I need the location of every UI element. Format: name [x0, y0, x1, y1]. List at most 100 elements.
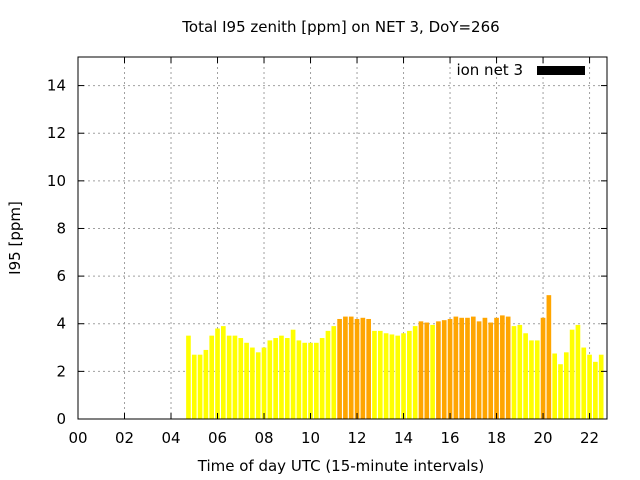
bar [511, 326, 517, 419]
bar [255, 352, 261, 419]
bar [354, 318, 360, 419]
bar [337, 318, 342, 419]
bar [191, 354, 197, 419]
x-axis-label: Time of day UTC (15-minute intervals) [197, 457, 484, 475]
bar [575, 324, 581, 419]
chart-title: Total I95 zenith [ppm] on NET 3, DoY=266 [181, 18, 499, 36]
bar [186, 335, 191, 419]
bar [401, 333, 406, 419]
bar [534, 340, 540, 419]
y-tick-label: 12 [47, 124, 66, 142]
bar [273, 338, 278, 419]
y-tick-label: 2 [56, 362, 66, 380]
bar [197, 354, 203, 419]
bar [331, 326, 337, 419]
bar [366, 318, 371, 419]
bar [308, 342, 313, 419]
bar [517, 324, 523, 419]
plot-frame [77, 56, 608, 420]
bar [412, 326, 418, 419]
x-tick-label: 02 [115, 429, 134, 447]
bar [250, 347, 255, 419]
y-tick-label: 6 [56, 267, 66, 285]
bar [290, 329, 296, 419]
bar [244, 342, 249, 419]
bar [494, 317, 499, 419]
bar [238, 338, 244, 419]
bar [209, 335, 215, 419]
bar [563, 352, 569, 419]
bar [593, 361, 598, 419]
bar [581, 347, 587, 419]
x-tick-label: 18 [487, 429, 506, 447]
bar [395, 335, 401, 419]
bar [587, 354, 592, 419]
bar [267, 340, 273, 419]
bar [284, 338, 290, 419]
bar [441, 320, 447, 419]
x-tick-label: 10 [301, 429, 320, 447]
bar [558, 364, 563, 419]
y-axis-label: I95 [ppm] [6, 201, 24, 275]
bar [500, 315, 505, 419]
x-tick-label: 20 [534, 429, 553, 447]
bar [383, 333, 389, 419]
bar [302, 342, 308, 419]
bar [552, 353, 558, 419]
bar [430, 324, 435, 419]
bar [476, 321, 482, 419]
bar [453, 316, 459, 419]
x-tick-label: 00 [68, 429, 87, 447]
bar [546, 295, 552, 419]
x-tick-label: 12 [347, 429, 366, 447]
bar [436, 321, 441, 419]
x-tick-label: 08 [254, 429, 273, 447]
bar [314, 342, 319, 419]
bar [348, 316, 354, 419]
bar [389, 334, 395, 419]
bar [447, 318, 453, 419]
y-tick-label: 14 [47, 77, 66, 95]
bar [203, 349, 209, 419]
y-tick-label: 4 [56, 315, 66, 333]
x-tick-label: 14 [394, 429, 413, 447]
bar [482, 317, 488, 419]
bar [598, 354, 604, 419]
bar [459, 317, 464, 419]
bar [221, 326, 226, 419]
bar [470, 316, 476, 419]
bar [529, 340, 534, 419]
bar [360, 317, 366, 419]
y-tick-label: 0 [56, 410, 66, 428]
bar [418, 321, 424, 419]
bar [279, 335, 284, 419]
bar [424, 322, 430, 419]
y-tick-label: 8 [56, 219, 66, 237]
x-tick-label: 04 [161, 429, 180, 447]
x-tick-label: 22 [580, 429, 599, 447]
bar [569, 329, 575, 419]
bar [296, 340, 302, 419]
x-tick-label: 16 [440, 429, 459, 447]
legend: ion net 3 [456, 61, 585, 79]
bar [232, 335, 238, 419]
bar [465, 317, 470, 419]
bar [523, 333, 528, 419]
bar [215, 328, 220, 419]
bar [540, 317, 546, 419]
ticks-layer [77, 57, 607, 420]
legend-swatch [537, 66, 585, 75]
bar [505, 316, 511, 419]
bar [325, 330, 331, 419]
bars-layer [186, 295, 604, 419]
bar [226, 335, 232, 419]
bar [343, 316, 348, 419]
legend-label: ion net 3 [456, 61, 523, 79]
bar [319, 338, 325, 419]
y-tick-label: 10 [47, 172, 66, 190]
bar [488, 322, 494, 419]
bar [407, 330, 412, 419]
x-tick-label: 06 [208, 429, 227, 447]
